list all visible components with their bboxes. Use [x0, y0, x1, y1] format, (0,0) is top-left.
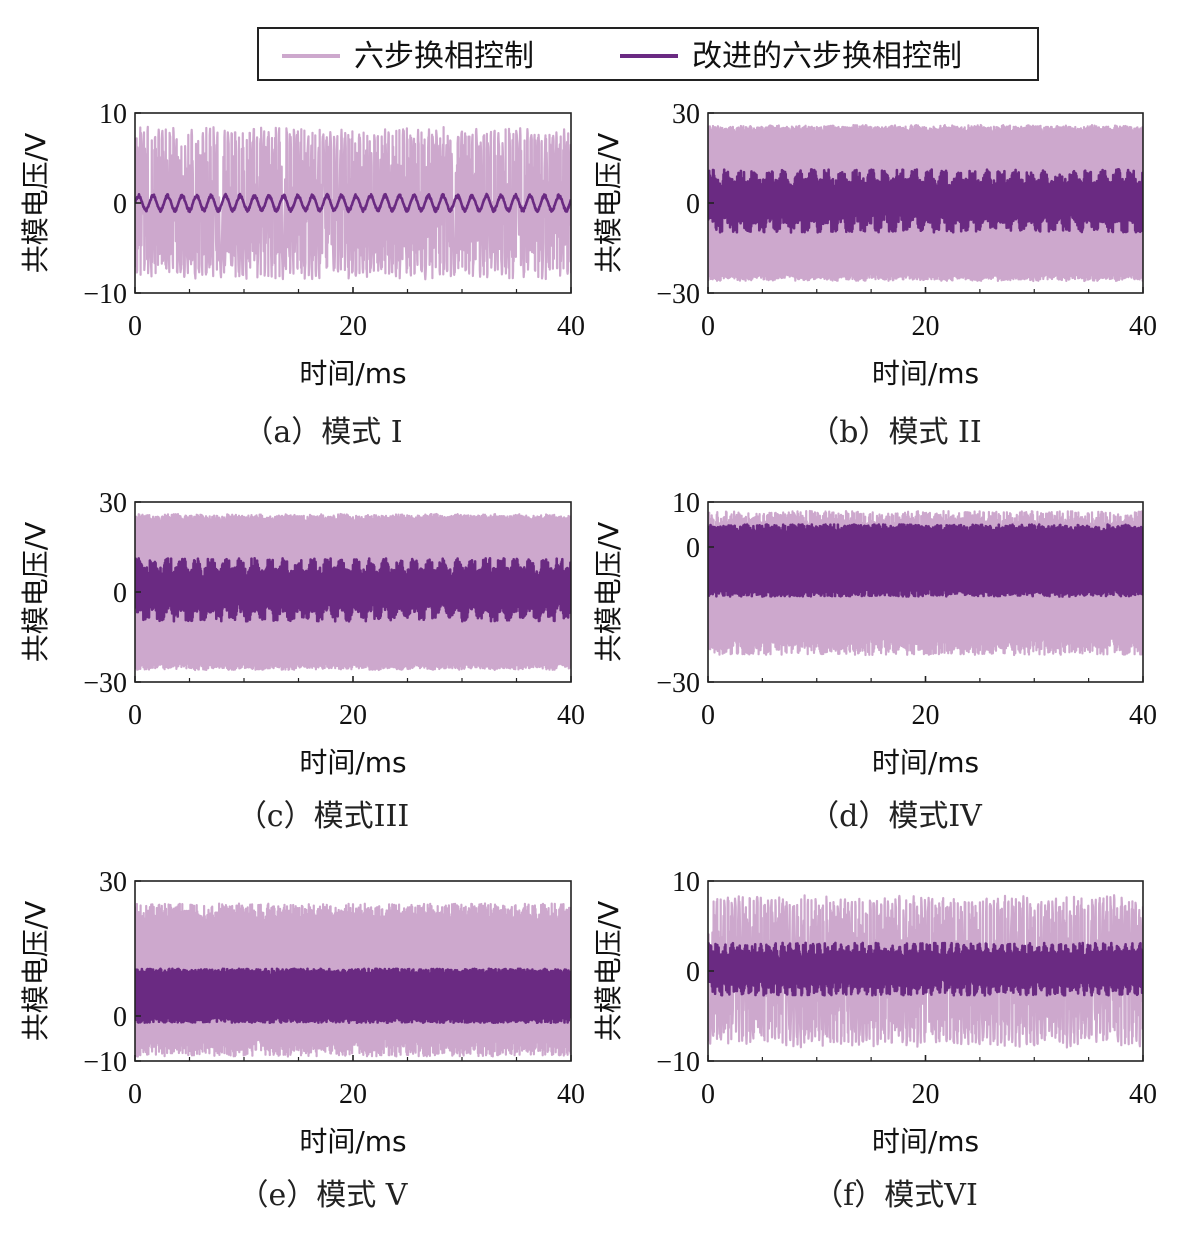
panel-caption: （a）模式 I: [243, 415, 402, 450]
y-tick-label: 0: [113, 189, 127, 220]
y-tick-label: −30: [83, 668, 127, 699]
x-tick-label: 0: [701, 311, 715, 342]
series-six-step-line: [708, 509, 1143, 657]
x-tick-label: 40: [1129, 700, 1157, 731]
y-tick-label: 10: [99, 99, 127, 130]
y-axis-label: 共模电压/V: [592, 901, 625, 1042]
y-tick-label: 10: [672, 488, 700, 519]
y-tick-label: −10: [83, 1047, 127, 1078]
y-axis-label: 共模电压/V: [19, 901, 52, 1042]
x-axis-label: 时间/ms: [872, 357, 979, 390]
x-axis-label: 时间/ms: [299, 357, 406, 390]
series-improved-line: [135, 556, 571, 623]
x-tick-label: 20: [339, 1079, 367, 1110]
y-axis-label: 共模电压/V: [592, 133, 625, 274]
y-tick-label: 10: [672, 867, 700, 898]
x-tick-label: 20: [912, 700, 940, 731]
y-axis-label: 共模电压/V: [19, 522, 52, 663]
x-tick-label: 20: [339, 311, 367, 342]
series-six-step-line: [135, 125, 571, 281]
series-improved-line: [708, 168, 1143, 234]
x-tick-label: 0: [128, 700, 142, 731]
x-tick-label: 40: [1129, 311, 1157, 342]
y-tick-label: 0: [686, 957, 700, 988]
y-tick-label: 0: [686, 533, 700, 564]
series-improved-line: [708, 523, 1143, 598]
x-tick-label: 20: [912, 311, 940, 342]
y-tick-label: −30: [656, 668, 700, 699]
y-axis-label: 共模电压/V: [19, 133, 52, 274]
y-tick-label: −10: [83, 279, 127, 310]
x-tick-label: 0: [128, 311, 142, 342]
x-axis-label: 时间/ms: [299, 1125, 406, 1158]
x-tick-label: 0: [128, 1079, 142, 1110]
y-tick-label: −10: [656, 1047, 700, 1078]
legend-label-six-step: 六步换相控制: [354, 39, 534, 74]
x-tick-label: 40: [557, 700, 585, 731]
legend-label-improved: 改进的六步换相控制: [692, 39, 962, 74]
x-tick-label: 0: [701, 1079, 715, 1110]
y-tick-label: −30: [656, 279, 700, 310]
legend: 六步换相控制 改进的六步换相控制: [257, 27, 1039, 81]
x-tick-label: 40: [557, 311, 585, 342]
panel-caption: （c）模式III: [237, 799, 409, 834]
x-axis-label: 时间/ms: [872, 1125, 979, 1158]
y-tick-label: 30: [99, 867, 127, 898]
x-tick-label: 20: [912, 1079, 940, 1110]
panel-caption: （f）模式VI: [813, 1178, 978, 1213]
y-axis-label: 共模电压/V: [592, 522, 625, 663]
y-tick-label: 30: [99, 488, 127, 519]
y-tick-label: 0: [113, 578, 127, 609]
x-axis-label: 时间/ms: [872, 746, 979, 779]
series-improved-line: [135, 192, 571, 214]
series-improved-line: [135, 967, 571, 1025]
panel-caption: （e）模式 V: [239, 1178, 409, 1213]
x-tick-label: 40: [557, 1079, 585, 1110]
x-axis-label: 时间/ms: [299, 746, 406, 779]
panel-caption: （d）模式IV: [809, 799, 983, 834]
y-tick-label: 30: [672, 99, 700, 130]
series-improved-line: [708, 941, 1143, 997]
x-tick-label: 20: [339, 700, 367, 731]
x-tick-label: 40: [1129, 1079, 1157, 1110]
y-tick-label: 0: [686, 189, 700, 220]
y-tick-label: 0: [113, 1002, 127, 1033]
panel-caption: （b）模式 II: [809, 415, 981, 450]
x-tick-label: 0: [701, 700, 715, 731]
